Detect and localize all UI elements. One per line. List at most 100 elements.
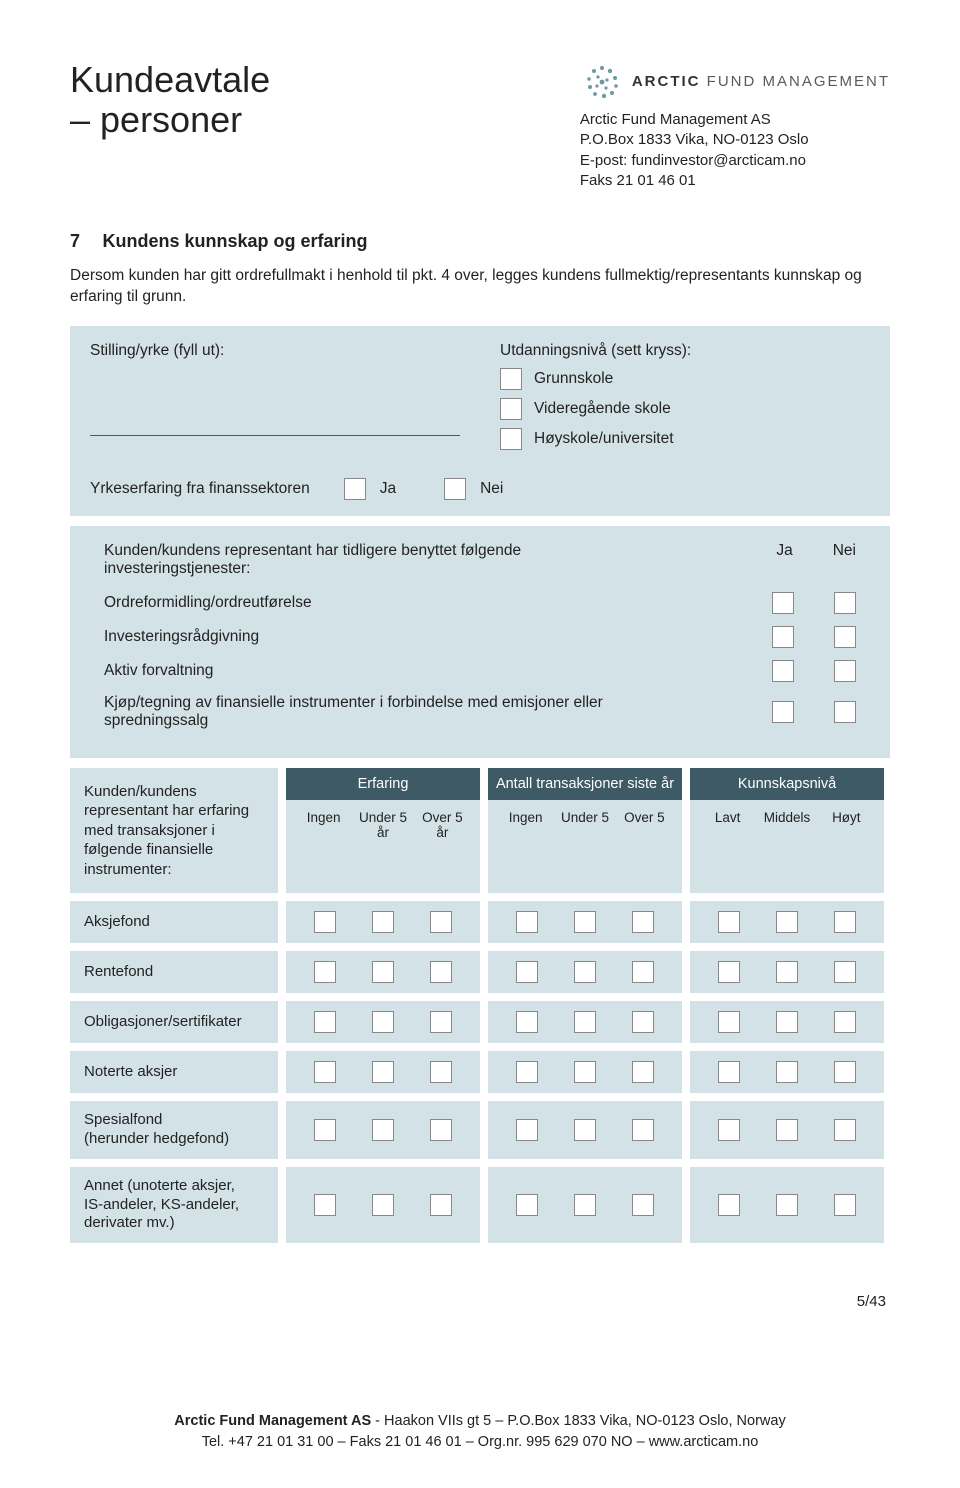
matrix-chk-r2-g2-c2[interactable]: [834, 1011, 856, 1033]
matrix-chk-r2-g0-c1[interactable]: [372, 1011, 394, 1033]
mg1-col1: Under 5: [557, 810, 612, 825]
matrix-chk-r2-g1-c1[interactable]: [574, 1011, 596, 1033]
matrix-chk-r4-g1-c1[interactable]: [574, 1119, 596, 1141]
matrix-chk-r4-g2-c1[interactable]: [776, 1119, 798, 1141]
matrix-chk-r5-g0-c1[interactable]: [372, 1194, 394, 1216]
matrix-chk-r1-g1-c0[interactable]: [516, 961, 538, 983]
footer: Arctic Fund Management AS - Haakon VIIs …: [0, 1411, 960, 1452]
matrix-chk-r1-g1-c1[interactable]: [574, 961, 596, 983]
footer-company: Arctic Fund Management AS: [174, 1413, 371, 1429]
matrix-chk-r2-g1-c2[interactable]: [632, 1011, 654, 1033]
matrix-chk-r4-g0-c2[interactable]: [430, 1119, 452, 1141]
service-1-nei[interactable]: [834, 626, 856, 648]
section-number: 7: [70, 231, 98, 252]
service-1-ja[interactable]: [772, 626, 794, 648]
matrix-chk-r3-g1-c2[interactable]: [632, 1061, 654, 1083]
edu-checkbox-2[interactable]: [500, 428, 522, 450]
matrix-chk-r5-g1-c2[interactable]: [632, 1194, 654, 1216]
matrix-chk-r1-g2-c1[interactable]: [776, 961, 798, 983]
matrix-chk-r4-g1-c0[interactable]: [516, 1119, 538, 1141]
matrix-chk-r2-g2-c0[interactable]: [718, 1011, 740, 1033]
matrix-chk-r1-g2-c0[interactable]: [718, 961, 740, 983]
matrix-row-label-2: Obligasjoner/sertifikater: [70, 1001, 278, 1043]
mg0-col2: Over 5 år: [415, 810, 470, 840]
matrix-chk-r5-g0-c0[interactable]: [314, 1194, 336, 1216]
mg0-col1: Under 5 år: [355, 810, 410, 840]
matrix-chk-r0-g0-c1[interactable]: [372, 911, 394, 933]
utdanning-label: Utdanningsnivå (sett kryss):: [500, 342, 870, 360]
matrix-chk-r4-g2-c2[interactable]: [834, 1119, 856, 1141]
matrix-chk-r5-g1-c0[interactable]: [516, 1194, 538, 1216]
service-0-nei[interactable]: [834, 592, 856, 614]
matrix-group-title-2: Kunnskapsnivå: [690, 768, 884, 800]
matrix-chk-r2-g2-c1[interactable]: [776, 1011, 798, 1033]
matrix-chk-r0-g1-c1[interactable]: [574, 911, 596, 933]
matrix-chk-r5-g2-c2[interactable]: [834, 1194, 856, 1216]
yrkeserfaring-nei-checkbox[interactable]: [444, 478, 466, 500]
matrix-row-label-4: Spesialfond(herunder hedgefond): [70, 1101, 278, 1159]
matrix-chk-r3-g0-c1[interactable]: [372, 1061, 394, 1083]
matrix-chk-r5-g1-c1[interactable]: [574, 1194, 596, 1216]
col-ja: Ja: [776, 542, 792, 578]
mg2-col2: Høyt: [819, 810, 874, 825]
mg1-col2: Over 5: [617, 810, 672, 825]
matrix-chk-r4-g0-c1[interactable]: [372, 1119, 394, 1141]
title-line2: – personer: [70, 99, 242, 140]
matrix-chk-r1-g0-c2[interactable]: [430, 961, 452, 983]
matrix-chk-r1-g0-c0[interactable]: [314, 961, 336, 983]
matrix-row-label-1: Rentefond: [70, 951, 278, 993]
matrix-chk-r1-g0-c1[interactable]: [372, 961, 394, 983]
service-2-ja[interactable]: [772, 660, 794, 682]
matrix-chk-r1-g2-c2[interactable]: [834, 961, 856, 983]
col-nei: Nei: [833, 542, 856, 578]
edu-label-1: Videregående skole: [534, 400, 671, 418]
company-pobox: P.O.Box 1833 Vika, NO-0123 Oslo: [580, 130, 890, 150]
matrix-chk-r0-g0-c2[interactable]: [430, 911, 452, 933]
matrix-chk-r0-g1-c0[interactable]: [516, 911, 538, 933]
matrix-chk-r2-g0-c2[interactable]: [430, 1011, 452, 1033]
matrix-header: Kunden/kundens representant har erfaring…: [70, 768, 890, 894]
page-title: Kundeavtale – personer: [70, 60, 270, 191]
matrix-chk-r0-g2-c1[interactable]: [776, 911, 798, 933]
matrix-row-label-3: Noterte aksjer: [70, 1051, 278, 1093]
yrkeserfaring-ja-checkbox[interactable]: [344, 478, 366, 500]
matrix-chk-r3-g2-c2[interactable]: [834, 1061, 856, 1083]
edu-checkbox-1[interactable]: [500, 398, 522, 420]
matrix-chk-r5-g0-c2[interactable]: [430, 1194, 452, 1216]
mg2-col1: Middels: [759, 810, 814, 825]
matrix-chk-r3-g0-c0[interactable]: [314, 1061, 336, 1083]
matrix-chk-r3-g1-c0[interactable]: [516, 1061, 538, 1083]
matrix-row-label-5: Annet (unoterte aksjer,IS-andeler, KS-an…: [70, 1167, 278, 1243]
matrix-chk-r5-g2-c0[interactable]: [718, 1194, 740, 1216]
matrix-row-label-0: Aksjefond: [70, 901, 278, 943]
matrix-group-title-0: Erfaring: [286, 768, 480, 800]
matrix-chk-r3-g0-c2[interactable]: [430, 1061, 452, 1083]
stilling-input-line[interactable]: [90, 366, 460, 436]
matrix-chk-r2-g1-c0[interactable]: [516, 1011, 538, 1033]
matrix-chk-r0-g0-c0[interactable]: [314, 911, 336, 933]
matrix-chk-r0-g2-c2[interactable]: [834, 911, 856, 933]
service-0-ja[interactable]: [772, 592, 794, 614]
mg1-col0: Ingen: [498, 810, 553, 825]
title-line1: Kundeavtale: [70, 59, 270, 100]
service-3-ja[interactable]: [772, 701, 794, 723]
service-2-nei[interactable]: [834, 660, 856, 682]
service-label-3: Kjøp/tegning av finansielle instrumenter…: [104, 694, 704, 730]
matrix-chk-r3-g2-c1[interactable]: [776, 1061, 798, 1083]
matrix-chk-r3-g2-c0[interactable]: [718, 1061, 740, 1083]
arctic-logo-icon: [580, 60, 624, 104]
section-title: Kundens kunnskap og erfaring: [102, 231, 367, 251]
matrix-chk-r4-g1-c2[interactable]: [632, 1119, 654, 1141]
matrix-chk-r3-g1-c1[interactable]: [574, 1061, 596, 1083]
matrix-chk-r4-g0-c0[interactable]: [314, 1119, 336, 1141]
ja-label: Ja: [380, 480, 396, 498]
edu-checkbox-0[interactable]: [500, 368, 522, 390]
matrix-chk-r0-g2-c0[interactable]: [718, 911, 740, 933]
panel-services: Kunden/kundens representant har tidliger…: [70, 526, 890, 758]
matrix-chk-r2-g0-c0[interactable]: [314, 1011, 336, 1033]
matrix-chk-r1-g1-c2[interactable]: [632, 961, 654, 983]
matrix-chk-r4-g2-c0[interactable]: [718, 1119, 740, 1141]
service-3-nei[interactable]: [834, 701, 856, 723]
matrix-chk-r0-g1-c2[interactable]: [632, 911, 654, 933]
matrix-chk-r5-g2-c1[interactable]: [776, 1194, 798, 1216]
